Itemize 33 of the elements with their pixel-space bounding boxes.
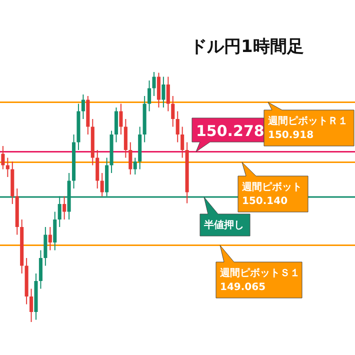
callout-box: 週間ピボットＲ１ 150.918	[264, 102, 354, 146]
candlestick	[62, 196, 66, 220]
candlestick	[171, 96, 175, 128]
candlestick	[48, 226, 52, 251]
candlestick	[30, 288, 34, 322]
callout-box: 週間ピボットＳ１ 149.065	[216, 245, 302, 298]
candlestick	[6, 157, 10, 178]
ref-line-label: 週間ピボットＲ１ 150.918	[267, 115, 348, 141]
candlestick	[152, 72, 156, 96]
callout-box: 週間ピボット 150.140	[238, 162, 308, 212]
candlestick	[162, 76, 166, 108]
candlestick	[180, 126, 184, 158]
ref-line-label: 週間ピボットＳ１ 149.065	[219, 267, 300, 293]
candlestick	[124, 118, 128, 158]
callout-box: 150.278	[192, 118, 264, 152]
ref-line-label: 週間ピボット 150.140	[241, 181, 302, 207]
candlestick	[38, 250, 42, 290]
candlestick	[44, 226, 48, 266]
candlestick	[119, 103, 123, 135]
candlestick	[114, 107, 118, 143]
candlestick	[148, 80, 152, 112]
candlestick	[100, 172, 104, 197]
candlestick	[166, 76, 170, 112]
candlestick	[133, 157, 137, 175]
candlestick	[1, 146, 5, 170]
ref-line-label: 半値押し	[203, 219, 244, 231]
candlestick	[81, 94, 85, 120]
text: ドル円1時間足	[190, 37, 304, 57]
candlestick	[96, 150, 100, 189]
candlestick	[156, 72, 160, 108]
candlestick	[176, 110, 180, 143]
candlestick	[53, 211, 57, 251]
candlestick	[128, 142, 132, 175]
